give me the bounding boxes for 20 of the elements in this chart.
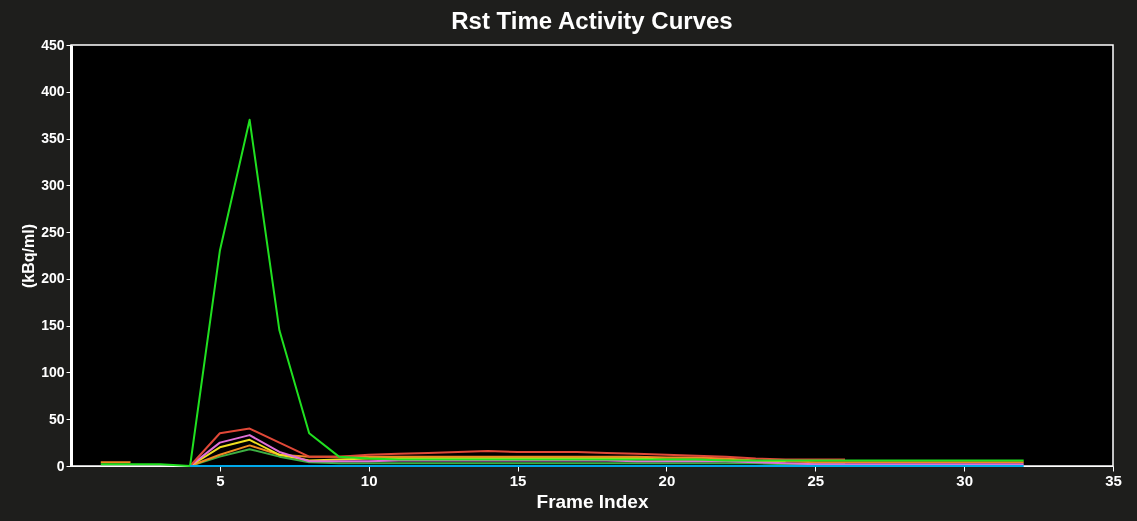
chart-title: Rst Time Activity Curves bbox=[451, 7, 733, 34]
y-tick-label: 200 bbox=[41, 270, 65, 287]
y-tick-label: 100 bbox=[41, 363, 65, 380]
y-tick-label: 400 bbox=[41, 83, 65, 100]
y-tick-label: 350 bbox=[41, 130, 65, 147]
x-tick-label: 10 bbox=[360, 471, 378, 489]
x-tick-label: 15 bbox=[509, 471, 527, 489]
y-tick-label: 50 bbox=[48, 410, 65, 427]
y-tick-label: 450 bbox=[41, 36, 65, 53]
x-tick-label: 35 bbox=[1105, 471, 1122, 489]
y-axis-title: (kBq/ml) bbox=[20, 224, 38, 288]
x-tick-label: 5 bbox=[216, 471, 225, 489]
x-tick-label: 20 bbox=[658, 471, 676, 489]
y-tick-label: 250 bbox=[41, 223, 65, 240]
y-tick-label: 0 bbox=[56, 457, 65, 474]
x-axis-title: Frame Index bbox=[536, 490, 649, 512]
y-tick-label: 300 bbox=[41, 176, 65, 193]
x-tick-label: 30 bbox=[956, 471, 973, 489]
y-tick-label: 150 bbox=[41, 317, 65, 334]
x-tick-label: 25 bbox=[807, 471, 825, 489]
